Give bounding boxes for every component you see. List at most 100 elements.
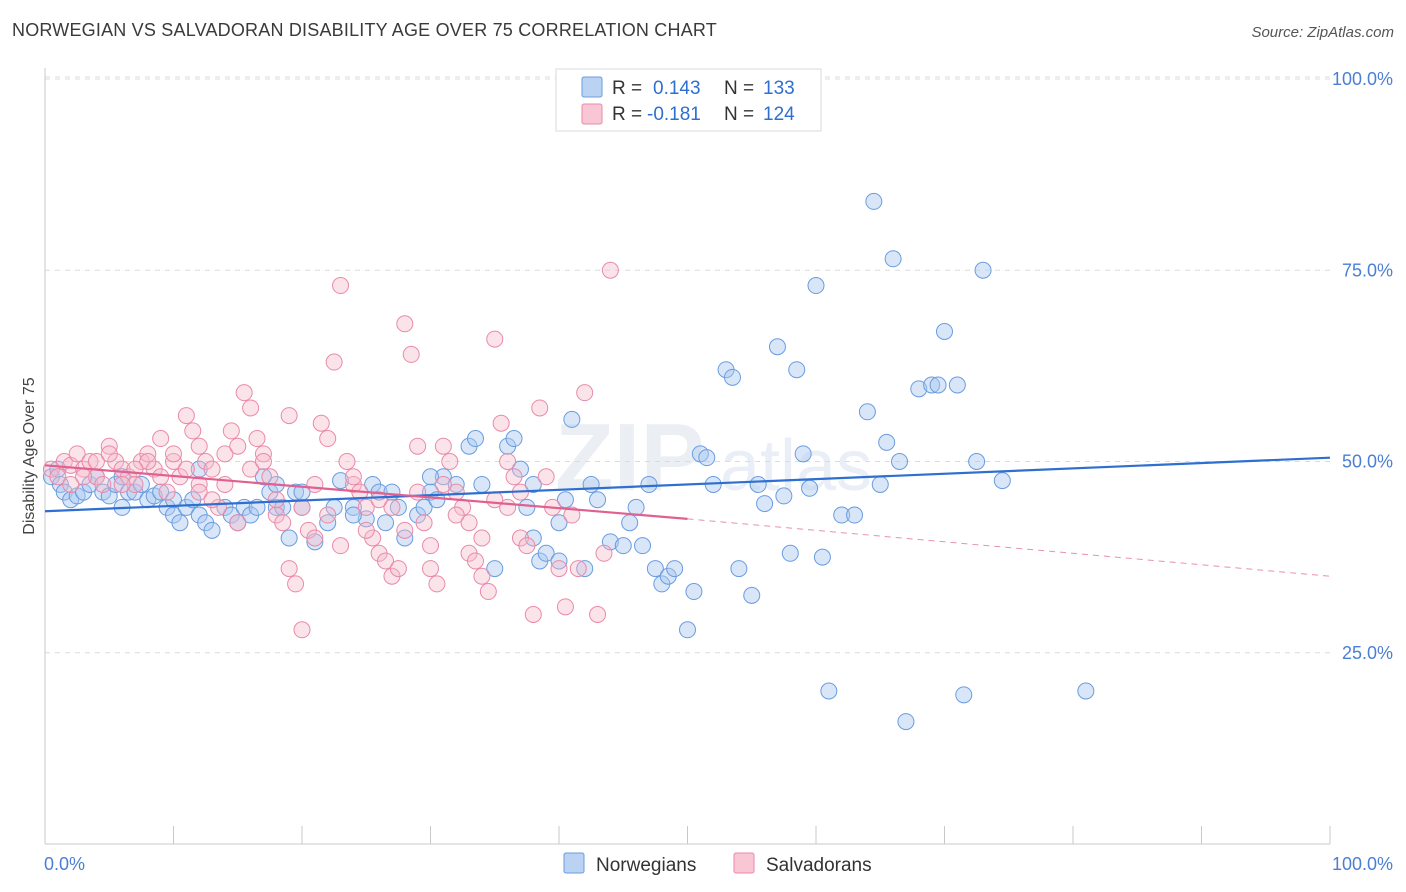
norwegians-point-21 [171, 514, 189, 532]
stats-legend: R = 0.143 N = 133 R = -0.181 N = 124 [555, 68, 822, 132]
x-tick-labels: 0.0% 100.0% [44, 854, 1393, 874]
salvadorans-point-100 [139, 453, 157, 470]
salvadorans-point-41 [306, 529, 324, 547]
salvadorans-point-38 [287, 575, 305, 593]
norwegians-point-86 [685, 583, 703, 601]
salvadorans-trend-extension [687, 518, 1331, 577]
norwegians-point-78 [627, 498, 645, 516]
norwegians-point-74 [589, 491, 607, 509]
y-tick-label-100: 100.0% [1332, 69, 1393, 89]
norwegians-point-99 [788, 361, 806, 379]
salvadorans-point-36 [274, 514, 292, 532]
salvadorans-point-104 [190, 483, 208, 501]
salvadorans-point-111 [357, 521, 375, 539]
salvadorans-point-95 [396, 521, 414, 539]
salvadorans-point-4 [68, 445, 86, 463]
salvadorans-point-79 [550, 560, 568, 578]
norwegians-point-122 [993, 472, 1011, 490]
salvadorans-point-77 [537, 468, 555, 486]
norwegians-point-97 [775, 487, 793, 505]
norwegians-point-79 [634, 537, 652, 555]
norwegians-point-95 [756, 495, 774, 513]
salvadorans-point-34 [261, 468, 279, 486]
legend-n-value-1: 133 [763, 78, 795, 99]
salvadorans-point-44 [325, 353, 343, 371]
norwegians-point-132 [344, 506, 362, 524]
salvadorans-point-107 [254, 453, 272, 470]
salvadorans-point-70 [492, 414, 510, 432]
norwegians-point-60 [473, 475, 491, 493]
salvadorans-point-113 [409, 437, 427, 455]
norwegians-point-113 [897, 713, 915, 731]
norwegians-point-63 [505, 430, 523, 448]
chart-title: NORWEGIAN VS SALVADORAN DISABILITY AGE O… [12, 20, 717, 40]
salvadorans-point-52 [377, 552, 395, 570]
norwegians-point-117 [936, 322, 953, 340]
salvadorans-point-59 [422, 560, 439, 578]
legend-r-value-1: 0.143 [653, 78, 701, 99]
y-tick-labels: 25.0% 50.0% 75.0% 100.0% [1332, 69, 1393, 663]
salvadorans-point-67 [473, 567, 491, 585]
legend-r-label-2: R = [612, 104, 642, 125]
salvadorans-point-76 [531, 399, 549, 417]
norwegians-point-68 [537, 544, 555, 562]
salvadorans-point-90 [267, 491, 285, 509]
salvadorans-point-29 [229, 514, 247, 532]
norwegians-point-43 [332, 472, 350, 490]
salvadorans-point-102 [165, 445, 182, 463]
norwegians-point-107 [858, 403, 876, 421]
salvadorans-point-122 [126, 460, 144, 478]
salvadorans-point-71 [499, 453, 517, 470]
salvadorans-point-112 [383, 498, 401, 516]
salvadorans-point-89 [242, 460, 260, 478]
salvadorans-point-86 [601, 261, 619, 279]
salvadorans-trend-line [44, 464, 688, 520]
norwegians-point-71 [563, 410, 581, 428]
salvadorans-point-43 [319, 430, 337, 448]
salvadorans-point-109 [306, 475, 324, 493]
norwegians-point-121 [974, 261, 992, 279]
salvadorans-point-85 [595, 544, 613, 562]
norwegians-point-33 [254, 468, 272, 486]
y-tick-label-75: 75.0% [1342, 260, 1393, 280]
salvadorans-point-21 [177, 407, 195, 425]
norwegians-point-26 [203, 521, 221, 539]
legend-swatch-salvadorans [581, 103, 603, 125]
salvadorans-point-13 [126, 475, 144, 493]
series-legend: Norwegians Salvadorans [563, 852, 872, 876]
norwegians-points [42, 192, 1095, 731]
norwegians-point-103 [813, 548, 831, 566]
norwegians-point-115 [923, 376, 941, 394]
norwegians-point-101 [801, 479, 819, 497]
salvadorans-point-69 [486, 330, 504, 348]
norwegians-point-112 [891, 453, 909, 470]
bottom-legend-salvadorans: Salvadorans [766, 855, 872, 876]
norwegians-point-123 [1077, 682, 1095, 700]
norwegians-point-93 [743, 586, 761, 604]
x-tick-label-0: 0.0% [44, 854, 85, 874]
norwegians-point-80 [640, 475, 658, 493]
norwegians-point-59 [466, 430, 484, 448]
legend-r-value-2: -0.181 [647, 104, 701, 125]
norwegians-point-116 [929, 376, 947, 394]
salvadorans-point-17 [152, 430, 170, 448]
salvadorans-point-39 [293, 621, 311, 639]
salvadorans-point-60 [428, 575, 446, 593]
norwegians-point-92 [730, 560, 748, 578]
norwegians-point-84 [666, 560, 684, 578]
norwegians-point-102 [807, 277, 825, 295]
salvadorans-point-103 [177, 460, 195, 478]
salvadorans-point-97 [447, 506, 465, 524]
legend-r-label-1: R = [612, 78, 642, 99]
norwegians-trend-line [44, 456, 1331, 513]
norwegians-point-73 [582, 475, 600, 493]
norwegians-point-81 [646, 560, 664, 578]
norwegians-point-77 [621, 514, 639, 532]
salvadorans-point-37 [280, 560, 298, 578]
salvadorans-point-88 [216, 445, 234, 463]
salvadorans-point-96 [422, 537, 439, 555]
salvadorans-point-31 [242, 399, 260, 417]
bottom-legend-swatch-salvadorans [733, 852, 755, 874]
salvadorans-point-75 [524, 606, 542, 623]
